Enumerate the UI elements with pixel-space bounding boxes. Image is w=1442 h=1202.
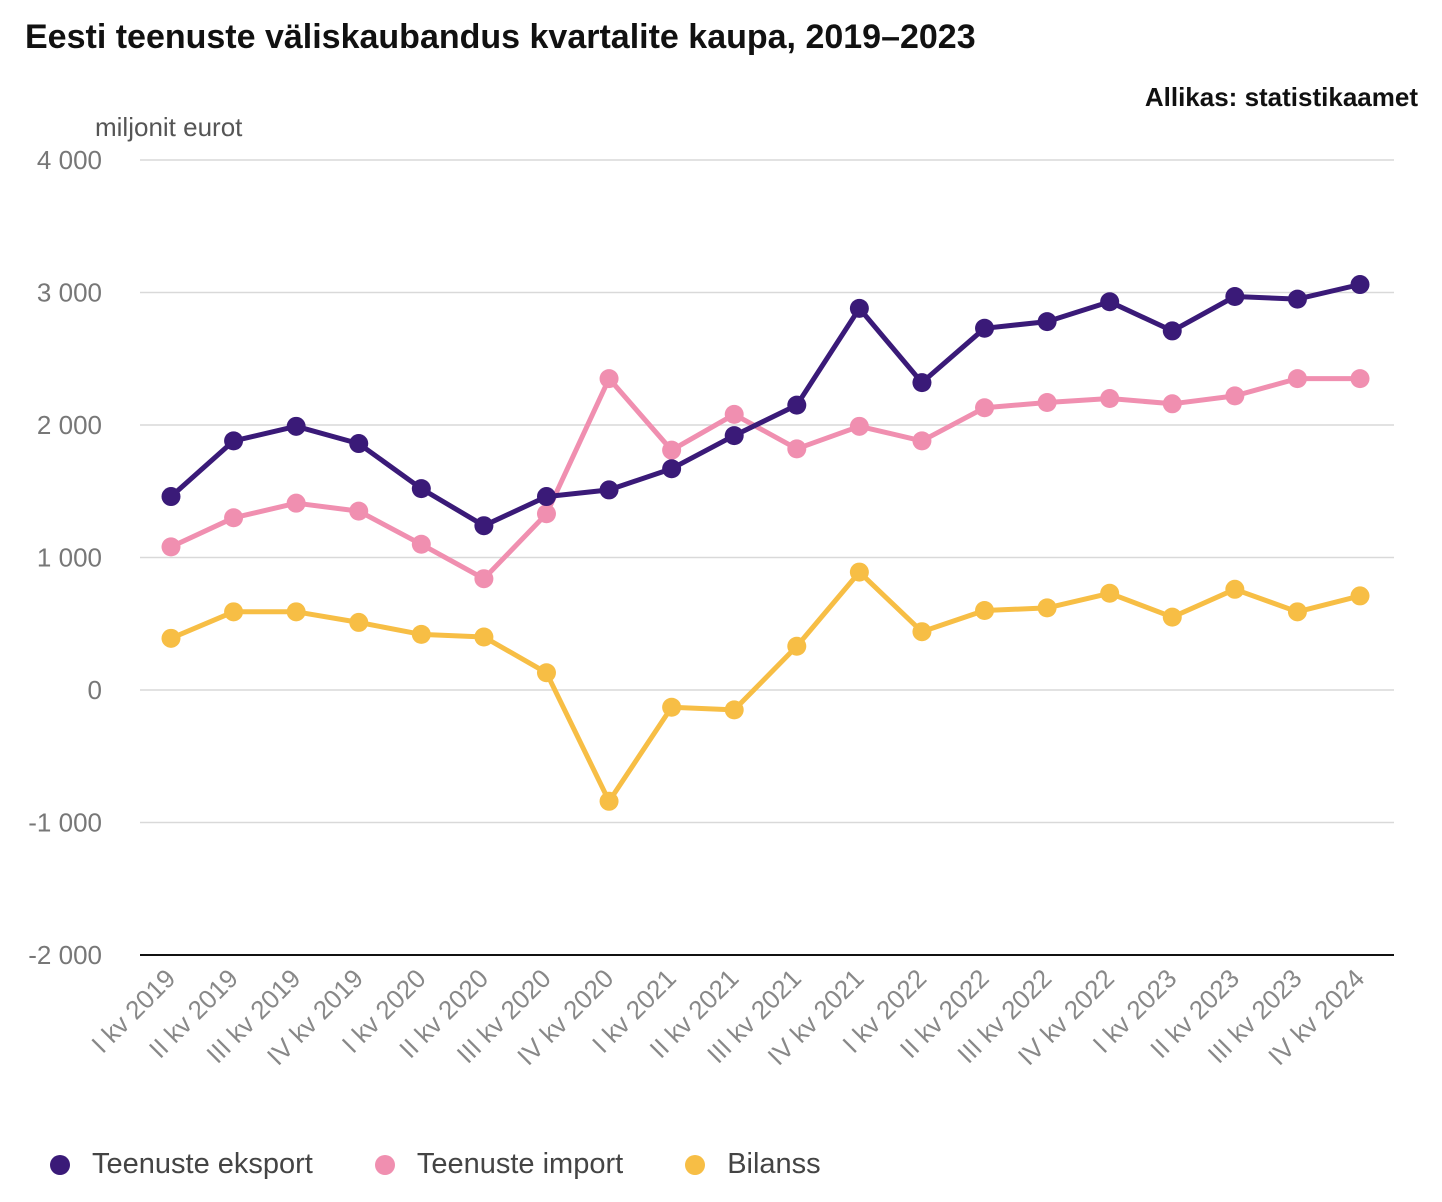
data-point-0: [1037, 312, 1057, 332]
data-point-2: [411, 624, 431, 644]
data-point-0: [599, 480, 619, 500]
data-point-1: [662, 440, 682, 460]
y-tick-label: 4 000: [37, 145, 102, 175]
y-tick-label: 0: [88, 675, 102, 705]
data-point-0: [849, 298, 869, 318]
source-label: Allikas: statistikaamet: [1144, 82, 1418, 112]
data-point-0: [1287, 289, 1307, 309]
data-point-1: [849, 416, 869, 436]
data-point-1: [1225, 386, 1245, 406]
data-point-1: [1162, 394, 1182, 414]
data-point-2: [975, 601, 995, 620]
data-point-1: [349, 501, 369, 521]
data-point-1: [411, 534, 431, 554]
data-point-0: [286, 416, 306, 436]
data-point-1: [161, 537, 181, 557]
y-tick-label: -2 000: [28, 940, 102, 970]
data-point-1: [1037, 392, 1057, 412]
data-point-2: [161, 628, 181, 648]
legend-label-eksport: Teenuste eksport: [92, 1148, 313, 1180]
data-point-0: [724, 426, 744, 446]
legend-label-import: Teenuste import: [416, 1148, 624, 1180]
data-point-2: [849, 562, 869, 582]
data-point-0: [1162, 321, 1182, 341]
data-point-0: [349, 434, 369, 454]
legend-item-eksport[interactable]: Teenuste eksport: [50, 1148, 313, 1181]
data-point-1: [474, 569, 494, 589]
legend-label-bilanss: Bilanss: [727, 1148, 821, 1180]
data-point-1: [787, 439, 807, 459]
chart-title: Eesti teenuste väliskaubandus kvartalite…: [25, 18, 976, 56]
data-point-2: [349, 612, 369, 632]
legend: Teenuste eksport Teenuste import Bilanss: [50, 1148, 821, 1181]
legend-item-bilanss[interactable]: Bilanss: [685, 1148, 821, 1181]
y-tick-label: 2 000: [37, 410, 102, 440]
data-point-1: [599, 369, 619, 389]
data-point-2: [1225, 579, 1245, 599]
data-point-1: [724, 404, 744, 424]
data-point-0: [474, 516, 494, 536]
data-point-1: [536, 504, 556, 524]
data-point-1: [1287, 369, 1307, 389]
data-point-2: [599, 791, 619, 811]
series-line-0: [168, 282, 1363, 529]
data-point-0: [1100, 292, 1120, 312]
data-point-0: [787, 395, 807, 415]
data-point-2: [1350, 586, 1370, 606]
series-line-1: [168, 376, 1363, 582]
data-point-0: [912, 373, 932, 393]
legend-marker-eksport: [50, 1154, 70, 1175]
y-axis-label: miljonit eurot: [95, 112, 243, 142]
series-line-2: [168, 569, 1363, 804]
data-point-2: [224, 602, 244, 622]
data-point-0: [662, 459, 682, 479]
y-tick-label: 1 000: [37, 543, 102, 573]
data-point-0: [975, 318, 995, 338]
data-point-1: [1350, 369, 1370, 389]
data-point-1: [912, 431, 932, 451]
data-point-2: [724, 700, 744, 720]
data-point-2: [286, 602, 306, 622]
legend-marker-bilanss: [685, 1154, 706, 1175]
data-point-2: [474, 627, 494, 647]
legend-item-import[interactable]: Teenuste import: [374, 1148, 624, 1181]
data-point-2: [1037, 598, 1057, 618]
data-point-2: [1287, 602, 1307, 622]
data-point-2: [912, 622, 932, 642]
data-point-2: [1162, 607, 1182, 627]
data-point-0: [1350, 275, 1370, 295]
data-point-1: [224, 508, 244, 528]
y-tick-label: -1 000: [28, 808, 102, 838]
data-point-0: [1225, 286, 1245, 306]
y-tick-label: 3 000: [37, 278, 102, 308]
data-point-0: [161, 487, 181, 507]
data-point-1: [975, 398, 995, 418]
data-point-0: [224, 431, 244, 451]
data-point-2: [787, 636, 807, 656]
data-point-2: [536, 663, 556, 683]
data-point-0: [411, 479, 431, 499]
data-point-1: [286, 493, 306, 513]
data-point-0: [536, 487, 556, 507]
legend-marker-import: [374, 1154, 395, 1175]
data-point-1: [1100, 389, 1120, 408]
data-point-2: [1100, 583, 1120, 603]
data-point-2: [662, 697, 682, 717]
